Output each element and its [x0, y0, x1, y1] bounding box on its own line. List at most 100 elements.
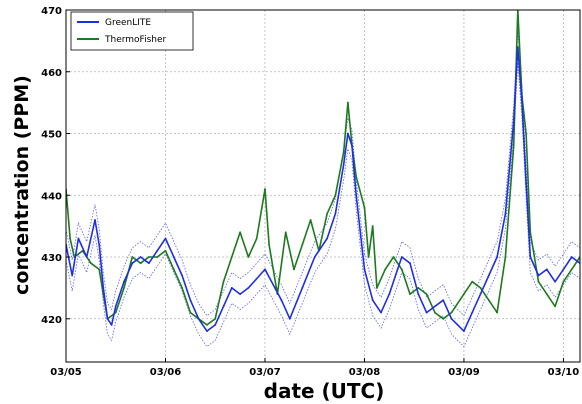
legend-label-greenlite: GreenLITE — [105, 18, 151, 28]
greenlite-data-point — [347, 132, 349, 135]
thermofisher-data-point — [239, 231, 242, 234]
x-tick-label: 03/09 — [448, 367, 480, 378]
greenlite-data-point — [388, 293, 391, 295]
legend-label-thermofisher: ThermoFisher — [104, 35, 167, 45]
thermofisher-data-point — [268, 243, 270, 246]
greenlite-data-point — [471, 311, 474, 314]
greenlite-data-point — [71, 274, 74, 277]
thermofisher-data-point — [90, 262, 92, 265]
thermofisher-data-point — [293, 268, 295, 271]
thermofisher-data-point — [463, 293, 465, 295]
greenlite-data-point — [326, 237, 328, 240]
thermofisher-data-point — [400, 268, 403, 271]
thermofisher-data-point — [570, 268, 573, 271]
legend-box — [70, 11, 194, 51]
thermofisher-data-point — [545, 293, 548, 295]
plot-area-frame — [65, 9, 581, 363]
greenlite-data-point — [214, 324, 217, 326]
greenlite-data-point — [301, 287, 304, 289]
greenlite-data-point — [463, 330, 465, 332]
greenlite-data-point — [110, 324, 113, 326]
thermofisher-data-point — [284, 231, 287, 234]
greenlite-data-point — [114, 305, 117, 308]
thermofisher-data-point — [392, 256, 395, 258]
greenlite-data-point — [123, 280, 125, 283]
greenlite-data-point — [334, 212, 337, 215]
thermofisher-data-point — [334, 194, 337, 197]
thermofisher-data-point — [255, 237, 258, 240]
greenlite-data-point — [554, 280, 556, 283]
greenlite-data-point — [396, 268, 399, 271]
thermofisher-data-point — [355, 175, 358, 178]
y-tick-label: 430 — [41, 253, 62, 264]
thermofisher-data-point — [504, 256, 507, 258]
greenlite-data-point — [313, 256, 316, 258]
greenlite-data-point — [222, 305, 225, 308]
thermofisher-data-point — [214, 317, 217, 320]
greenlite-data-point — [139, 256, 142, 258]
grid — [65, 9, 580, 362]
greenlite-data-point — [355, 194, 358, 197]
greenlite-data-point — [512, 120, 515, 123]
thermofisher-data-point — [326, 212, 328, 215]
greenlite-data-point — [206, 330, 208, 332]
thermofisher-data-point — [69, 237, 71, 240]
thermofisher-data-point — [363, 206, 366, 209]
greenlite-data-point — [94, 219, 96, 221]
thermofisher-data-point — [156, 256, 159, 258]
thermofisher-data-point — [384, 268, 387, 271]
x-axis-title: date (UTC) — [264, 379, 385, 403]
thermofisher-data-point — [189, 311, 192, 314]
thermofisher-data-point — [123, 287, 125, 289]
greenlite-data-point — [371, 299, 374, 302]
greenlite-data-point — [288, 317, 291, 320]
thermofisher-data-point — [442, 317, 445, 320]
y-tick-label: 460 — [41, 68, 62, 79]
thermofisher-data-point — [98, 268, 101, 271]
series-lines — [66, 10, 580, 332]
greenlite-data-point — [351, 145, 353, 147]
thermofisher-series-line — [66, 10, 580, 326]
thermofisher-data-point — [376, 287, 378, 289]
greenlite-data-point — [400, 256, 403, 258]
x-tick-label: 03/08 — [349, 367, 381, 378]
thermofisher-data-point — [537, 280, 540, 283]
greenlite-data-point — [189, 299, 192, 302]
thermofisher-data-point — [496, 311, 498, 314]
thermofisher-data-point — [512, 145, 515, 147]
greenlite-data-point — [504, 212, 507, 215]
greenlite-data-point — [264, 268, 266, 271]
thermofisher-data-point — [434, 311, 436, 314]
thermofisher-data-point — [131, 256, 134, 258]
uncertainty-bands — [66, 31, 580, 348]
greenlite-data-point — [342, 163, 345, 166]
thermofisher-data-point — [301, 243, 304, 246]
greenlite-data-point — [479, 293, 482, 295]
thermofisher-data-point — [264, 188, 266, 191]
greenlite-data-point — [164, 237, 167, 240]
thermofisher-data-point — [172, 268, 175, 271]
greenlite-data-point — [516, 46, 519, 48]
greenlite-data-point — [425, 311, 428, 314]
greenlite-data-point — [380, 311, 382, 314]
greenlite-data-point — [156, 249, 159, 252]
x-axis-ticks: 03/05 03/06 03/07 03/08 03/09 03/10 — [50, 358, 579, 378]
greenlite-data-point — [417, 293, 420, 295]
thermofisher-data-point — [450, 311, 453, 314]
x-tick-label: 03/07 — [249, 367, 281, 378]
greenlite-data-point — [181, 274, 184, 277]
greenlite-data-point — [363, 268, 366, 271]
greenlite-data-point — [172, 256, 175, 258]
greenlite-data-point — [529, 256, 532, 258]
thermofisher-data-point — [347, 101, 349, 104]
greenlite-data-point — [247, 287, 250, 289]
thermofisher-data-point — [525, 132, 527, 135]
y-tick-label: 470 — [41, 6, 62, 17]
thermofisher-data-point — [139, 262, 142, 265]
thermofisher-data-point — [417, 287, 420, 289]
thermofisher-data-point — [529, 231, 532, 234]
greenlite-data-point — [148, 262, 150, 265]
greenlite-data-point — [442, 299, 445, 302]
greenlite-data-point — [131, 262, 134, 265]
